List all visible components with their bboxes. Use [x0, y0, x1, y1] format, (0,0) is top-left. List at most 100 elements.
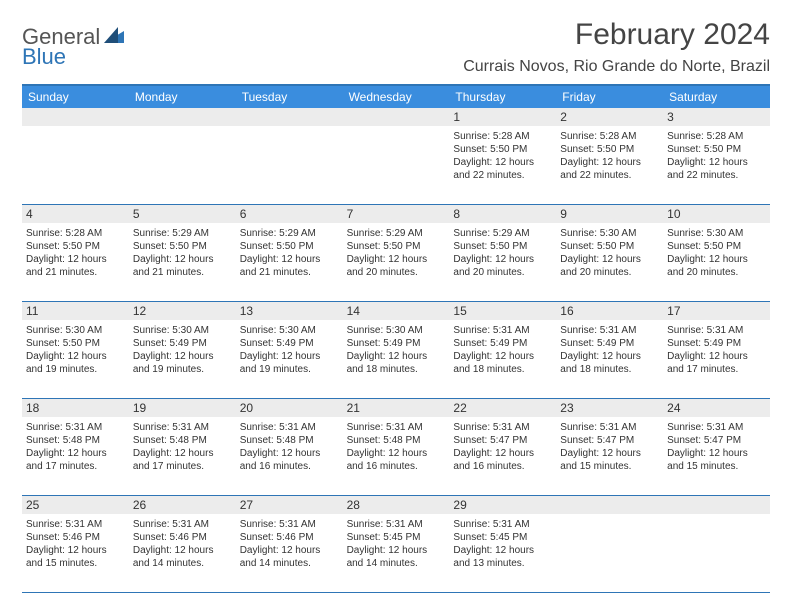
- day-number: 10: [663, 205, 770, 223]
- sunset-text: Sunset: 5:50 PM: [453, 143, 552, 156]
- daylight2-text: and 19 minutes.: [133, 363, 232, 376]
- sunrise-text: Sunrise: 5:31 AM: [560, 324, 659, 337]
- day-number: 25: [22, 496, 129, 514]
- day-number: [129, 108, 236, 126]
- sunset-text: Sunset: 5:49 PM: [133, 337, 232, 350]
- calendar-cell: [556, 514, 663, 592]
- calendar-cell: Sunrise: 5:31 AMSunset: 5:48 PMDaylight:…: [236, 417, 343, 495]
- calendar-cell: Sunrise: 5:31 AMSunset: 5:48 PMDaylight:…: [129, 417, 236, 495]
- sunrise-text: Sunrise: 5:29 AM: [133, 227, 232, 240]
- sunset-text: Sunset: 5:50 PM: [560, 240, 659, 253]
- calendar-cell: Sunrise: 5:30 AMSunset: 5:50 PMDaylight:…: [556, 223, 663, 301]
- daylight2-text: and 20 minutes.: [667, 266, 766, 279]
- dayname-monday: Monday: [129, 86, 236, 108]
- dayname-saturday: Saturday: [663, 86, 770, 108]
- daylight2-text: and 17 minutes.: [667, 363, 766, 376]
- week-row: Sunrise: 5:31 AMSunset: 5:46 PMDaylight:…: [22, 514, 770, 593]
- sunrise-text: Sunrise: 5:31 AM: [240, 421, 339, 434]
- daylight1-text: Daylight: 12 hours: [453, 156, 552, 169]
- calendar-cell: Sunrise: 5:31 AMSunset: 5:46 PMDaylight:…: [236, 514, 343, 592]
- sunrise-text: Sunrise: 5:31 AM: [560, 421, 659, 434]
- sunrise-text: Sunrise: 5:28 AM: [453, 130, 552, 143]
- daylight2-text: and 15 minutes.: [667, 460, 766, 473]
- month-title: February 2024: [463, 18, 770, 52]
- calendar-cell: Sunrise: 5:31 AMSunset: 5:47 PMDaylight:…: [449, 417, 556, 495]
- sunrise-text: Sunrise: 5:31 AM: [133, 518, 232, 531]
- day-number: 16: [556, 302, 663, 320]
- day-number: 24: [663, 399, 770, 417]
- sunrise-text: Sunrise: 5:30 AM: [240, 324, 339, 337]
- daylight1-text: Daylight: 12 hours: [453, 544, 552, 557]
- calendar-cell: Sunrise: 5:30 AMSunset: 5:50 PMDaylight:…: [22, 320, 129, 398]
- daylight2-text: and 18 minutes.: [347, 363, 446, 376]
- header: General February 2024 Currais Novos, Rio…: [22, 18, 770, 82]
- calendar-cell: Sunrise: 5:31 AMSunset: 5:47 PMDaylight:…: [663, 417, 770, 495]
- daylight1-text: Daylight: 12 hours: [347, 253, 446, 266]
- day-number: 19: [129, 399, 236, 417]
- sunset-text: Sunset: 5:50 PM: [240, 240, 339, 253]
- sunset-text: Sunset: 5:46 PM: [26, 531, 125, 544]
- daylight2-text: and 18 minutes.: [560, 363, 659, 376]
- daynum-row: 123: [22, 108, 770, 126]
- daylight1-text: Daylight: 12 hours: [133, 350, 232, 363]
- sunrise-text: Sunrise: 5:31 AM: [667, 421, 766, 434]
- day-number: 13: [236, 302, 343, 320]
- day-number: 20: [236, 399, 343, 417]
- day-number: 26: [129, 496, 236, 514]
- day-number: 6: [236, 205, 343, 223]
- logo-triangle-icon: [104, 27, 124, 48]
- sunrise-text: Sunrise: 5:31 AM: [347, 518, 446, 531]
- sunset-text: Sunset: 5:50 PM: [133, 240, 232, 253]
- daylight2-text: and 20 minutes.: [453, 266, 552, 279]
- daylight2-text: and 16 minutes.: [453, 460, 552, 473]
- calendar-cell: Sunrise: 5:31 AMSunset: 5:46 PMDaylight:…: [129, 514, 236, 592]
- daylight1-text: Daylight: 12 hours: [240, 544, 339, 557]
- day-number: 5: [129, 205, 236, 223]
- calendar-cell: Sunrise: 5:31 AMSunset: 5:45 PMDaylight:…: [449, 514, 556, 592]
- sunrise-text: Sunrise: 5:30 AM: [560, 227, 659, 240]
- sunset-text: Sunset: 5:48 PM: [347, 434, 446, 447]
- daylight1-text: Daylight: 12 hours: [26, 544, 125, 557]
- daylight2-text: and 16 minutes.: [347, 460, 446, 473]
- calendar-cell: Sunrise: 5:31 AMSunset: 5:49 PMDaylight:…: [663, 320, 770, 398]
- daylight2-text: and 20 minutes.: [347, 266, 446, 279]
- day-number: [236, 108, 343, 126]
- calendar: Sunday Monday Tuesday Wednesday Thursday…: [22, 84, 770, 593]
- sunset-text: Sunset: 5:50 PM: [667, 143, 766, 156]
- calendar-cell: Sunrise: 5:31 AMSunset: 5:46 PMDaylight:…: [22, 514, 129, 592]
- daylight2-text: and 14 minutes.: [240, 557, 339, 570]
- calendar-cell: Sunrise: 5:31 AMSunset: 5:45 PMDaylight:…: [343, 514, 450, 592]
- calendar-cell: [663, 514, 770, 592]
- calendar-cell: Sunrise: 5:30 AMSunset: 5:49 PMDaylight:…: [343, 320, 450, 398]
- day-number: 4: [22, 205, 129, 223]
- calendar-cell: [22, 126, 129, 204]
- calendar-cell: Sunrise: 5:28 AMSunset: 5:50 PMDaylight:…: [22, 223, 129, 301]
- daylight2-text: and 16 minutes.: [240, 460, 339, 473]
- daylight1-text: Daylight: 12 hours: [667, 156, 766, 169]
- calendar-cell: [236, 126, 343, 204]
- daylight1-text: Daylight: 12 hours: [453, 350, 552, 363]
- daylight2-text: and 14 minutes.: [133, 557, 232, 570]
- calendar-cell: Sunrise: 5:31 AMSunset: 5:49 PMDaylight:…: [556, 320, 663, 398]
- sunrise-text: Sunrise: 5:30 AM: [26, 324, 125, 337]
- title-block: February 2024 Currais Novos, Rio Grande …: [463, 18, 770, 82]
- calendar-cell: Sunrise: 5:28 AMSunset: 5:50 PMDaylight:…: [449, 126, 556, 204]
- sunrise-text: Sunrise: 5:29 AM: [347, 227, 446, 240]
- daylight1-text: Daylight: 12 hours: [26, 447, 125, 460]
- daynum-row: 45678910: [22, 205, 770, 223]
- day-number: 17: [663, 302, 770, 320]
- calendar-cell: Sunrise: 5:30 AMSunset: 5:50 PMDaylight:…: [663, 223, 770, 301]
- daylight1-text: Daylight: 12 hours: [26, 350, 125, 363]
- day-number: 14: [343, 302, 450, 320]
- daylight2-text: and 21 minutes.: [240, 266, 339, 279]
- calendar-cell: Sunrise: 5:29 AMSunset: 5:50 PMDaylight:…: [236, 223, 343, 301]
- daylight1-text: Daylight: 12 hours: [560, 350, 659, 363]
- sunrise-text: Sunrise: 5:31 AM: [240, 518, 339, 531]
- sunset-text: Sunset: 5:49 PM: [240, 337, 339, 350]
- sunset-text: Sunset: 5:45 PM: [453, 531, 552, 544]
- sunset-text: Sunset: 5:49 PM: [667, 337, 766, 350]
- calendar-cell: Sunrise: 5:31 AMSunset: 5:48 PMDaylight:…: [343, 417, 450, 495]
- day-number: 1: [449, 108, 556, 126]
- sunrise-text: Sunrise: 5:30 AM: [133, 324, 232, 337]
- sunset-text: Sunset: 5:48 PM: [133, 434, 232, 447]
